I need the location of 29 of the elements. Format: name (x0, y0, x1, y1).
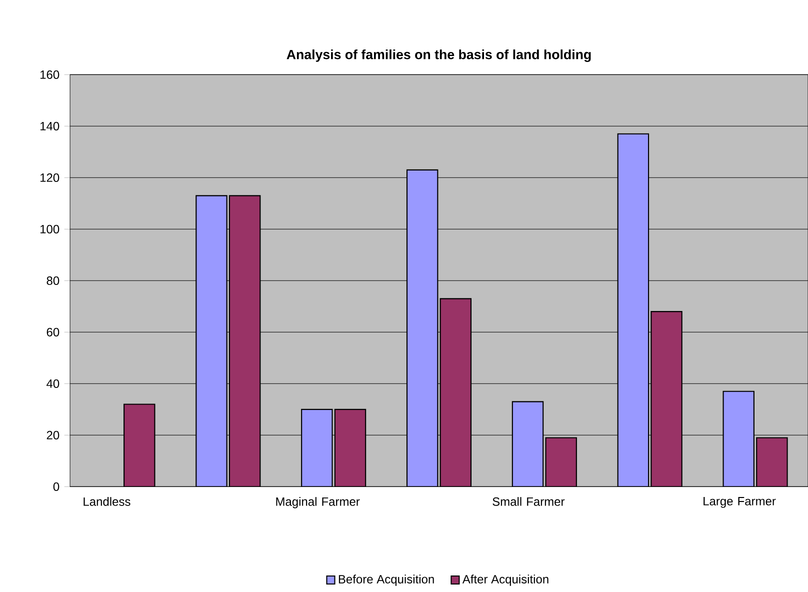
y-tick-label: 0 (53, 482, 60, 491)
legend-label: After Acquisition (462, 574, 548, 586)
y-tick-label: 80 (46, 276, 60, 285)
bar (617, 133, 650, 487)
y-tick-label: 160 (40, 70, 60, 79)
x-tick-label: Small Farmer (492, 497, 565, 506)
bar (440, 298, 472, 487)
y-tick-label: 140 (40, 122, 60, 130)
bar (196, 195, 228, 487)
bar (334, 408, 366, 487)
bar (650, 311, 682, 487)
x-tick-label: Maginal Farmer (276, 497, 360, 508)
bar (228, 195, 261, 487)
chart-title: Analysis of families on the basis of land holding (286, 49, 591, 62)
bar (756, 437, 788, 487)
bar (512, 401, 544, 487)
y-tick-label: 120 (40, 173, 60, 182)
y-tick-label: 100 (40, 224, 60, 234)
x-tick-label: Landless (84, 497, 130, 506)
bar (722, 390, 754, 487)
y-tick-label: 60 (46, 328, 60, 336)
bar (124, 404, 156, 487)
bar (301, 408, 333, 487)
bar (545, 437, 577, 487)
y-tick-label: 20 (46, 430, 60, 440)
bar (406, 169, 438, 487)
y-tick-label: 40 (46, 379, 60, 388)
x-tick-label: Large Farmer (704, 497, 776, 508)
legend-label: Before Acquisition (338, 574, 434, 586)
